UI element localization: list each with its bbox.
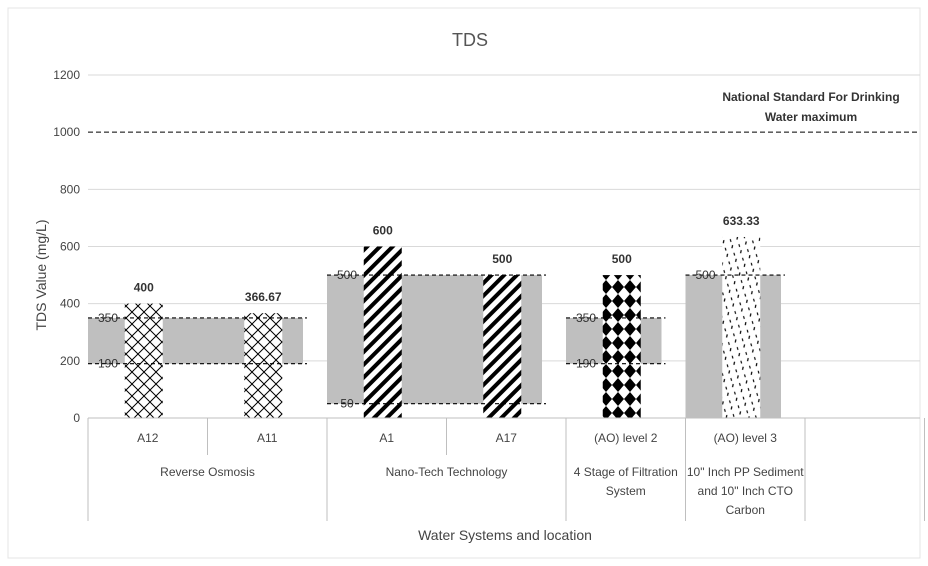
group-label: Carbon	[726, 503, 765, 517]
bar-a11	[244, 313, 283, 418]
data-label: 500	[492, 252, 512, 266]
data-label: 400	[134, 281, 154, 295]
data-label: 500	[612, 252, 632, 266]
bar-ao-level-3	[722, 236, 761, 418]
data-label: 600	[373, 224, 393, 238]
range-bound-label: 500	[337, 268, 357, 282]
y-axis-title: TDS Value (mg/L)	[33, 220, 49, 331]
chart-frame	[7, 7, 921, 559]
y-tick-label: 1200	[53, 68, 80, 82]
range-bound-label: 350	[576, 311, 596, 325]
data-label: 366.67	[245, 290, 282, 304]
bar-a1	[363, 246, 402, 418]
reference-line-label: Water maximum	[765, 110, 857, 124]
range-bound-label: 350	[98, 311, 118, 325]
group-label: Reverse Osmosis	[160, 465, 255, 479]
category-label: (AO) level 3	[714, 431, 778, 445]
y-tick-label: 800	[60, 182, 80, 196]
y-tick-label: 600	[60, 240, 80, 254]
y-tick-label: 200	[60, 354, 80, 368]
category-label: A12	[137, 431, 159, 445]
range-bound-label: 500	[695, 268, 715, 282]
category-label: A17	[496, 431, 518, 445]
y-tick-label: 0	[73, 411, 80, 425]
group-label: Nano-Tech Technology	[386, 465, 508, 479]
range-bound-label: 50	[340, 397, 354, 411]
bar-a17	[483, 275, 522, 418]
bar-ao-level-2	[602, 275, 641, 418]
bar-a12	[124, 303, 163, 418]
group-label: System	[606, 484, 646, 498]
y-tick-label: 400	[60, 297, 80, 311]
data-label: 633.33	[723, 214, 760, 228]
y-tick-label: 1000	[53, 125, 80, 139]
group-label: 4 Stage of Filtration	[574, 465, 678, 479]
range-bound-label: 190	[576, 357, 596, 371]
x-axis-title: Water Systems and location	[418, 527, 592, 543]
chart-title: TDS	[452, 30, 488, 50]
category-label: A11	[257, 431, 278, 445]
category-label: A1	[379, 431, 394, 445]
category-label: (AO) level 2	[594, 431, 658, 445]
reference-line-label: National Standard For Drinking	[722, 90, 899, 104]
range-bound-label: 190	[98, 357, 118, 371]
group-label: 10" Inch PP Sediment	[687, 465, 804, 479]
group-label: and 10" Inch CTO	[698, 484, 793, 498]
